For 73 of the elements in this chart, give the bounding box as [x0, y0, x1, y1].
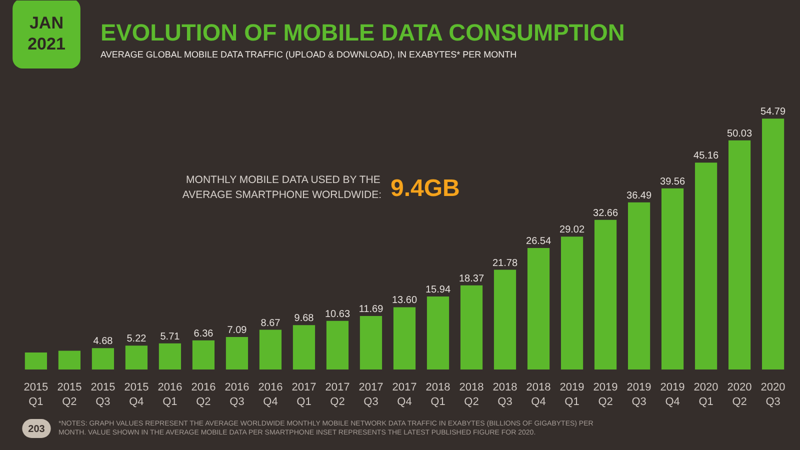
bar [58, 350, 81, 370]
data-label: 15.94 [425, 284, 451, 296]
data-label: 54.79 [760, 106, 786, 118]
x-tick-label: 2016 Q3 [224, 382, 250, 408]
bar [460, 285, 483, 370]
x-tick-label: 2016 Q4 [258, 382, 283, 408]
x-tick-label: 2019 Q1 [560, 382, 584, 408]
data-label: 26.54 [526, 236, 552, 247]
data-label: 18.37 [458, 273, 484, 284]
x-tick-label: 2018 Q2 [459, 382, 484, 408]
bar [226, 337, 248, 370]
x-tick-label: 2019 Q4 [660, 382, 685, 408]
data-label: 21.78 [492, 258, 518, 269]
x-tick-label: 2015 Q3 [90, 382, 116, 408]
bar [762, 118, 784, 370]
bar [728, 140, 751, 370]
data-label: 50.03 [727, 128, 752, 140]
x-tick-label: 2016 Q2 [191, 382, 216, 408]
data-label: 5.22 [126, 334, 147, 345]
annotation: 9.4GB [390, 175, 460, 202]
bar [494, 270, 516, 370]
data-label: 5.71 [160, 331, 180, 342]
x-tick-label: 2016 Q1 [158, 382, 182, 408]
x-tick-label: 2019 Q3 [626, 382, 652, 408]
data-label: 29.02 [560, 224, 585, 236]
data-label: 6.36 [194, 328, 214, 340]
data-label: 10.63 [324, 308, 350, 320]
x-tick-label: 2018 Q1 [426, 382, 450, 408]
x-tick-label: 2017 Q2 [325, 382, 350, 408]
x-tick-label: 2018 Q4 [526, 382, 551, 408]
bar [158, 343, 182, 370]
bar [560, 236, 584, 370]
x-tick-label: 2015 Q4 [124, 382, 149, 408]
bar [92, 348, 114, 370]
data-label: 7.09 [227, 325, 248, 336]
data-label: 32.66 [593, 208, 618, 219]
x-tick-label: 2017 Q4 [392, 382, 417, 408]
bar [527, 248, 550, 370]
data-label: 9.68 [294, 313, 314, 324]
data-label: 45.16 [694, 150, 719, 162]
data-label: 8.67 [260, 318, 281, 329]
x-tick-label: 2015 Q2 [57, 382, 82, 408]
annotation: MONTHLY MOBILE DATA USED BY THE AVERAGE SMARTPHONE WORLDWIDE: [182, 174, 382, 201]
x-tick-label: 2020 Q3 [760, 382, 786, 408]
x-tick-label: 2020 Q1 [694, 382, 718, 408]
x-tick-label: 2015 Q1 [24, 382, 48, 408]
bar [426, 296, 450, 370]
data-label: 4.68 [93, 336, 114, 348]
data-label: 36.49 [626, 190, 652, 202]
bar [393, 307, 416, 370]
bar [594, 220, 617, 370]
text: JAN 2021 [28, 14, 66, 54]
data-label: 39.56 [660, 176, 686, 188]
bar [192, 340, 215, 370]
bar [24, 352, 48, 370]
bar [360, 316, 382, 370]
bar [326, 320, 349, 370]
bar [259, 330, 282, 370]
x-tick-label: 2017 Q3 [358, 382, 384, 408]
bar [125, 346, 148, 370]
text: 203 [28, 424, 46, 435]
bar [661, 188, 684, 370]
x-tick-label: 2020 Q2 [727, 382, 752, 408]
bar [694, 162, 718, 370]
bar [292, 325, 316, 370]
chart-title: EVOLUTION OF MOBILE DATA CONSUMPTION [100, 20, 625, 46]
data-label: 13.60 [392, 295, 418, 306]
x-tick-label: 2019 Q2 [593, 382, 618, 408]
x-tick-label: 2017 Q1 [292, 382, 316, 408]
chart-subtitle: AVERAGE GLOBAL MOBILE DATA TRAFFIC (UPLOAD & DOWNLOAD), IN EXABYTES* PER MONTH [100, 50, 517, 60]
data-label: 11.69 [358, 304, 384, 315]
x-tick-label: 2018 Q3 [492, 382, 518, 408]
bar [628, 202, 650, 370]
